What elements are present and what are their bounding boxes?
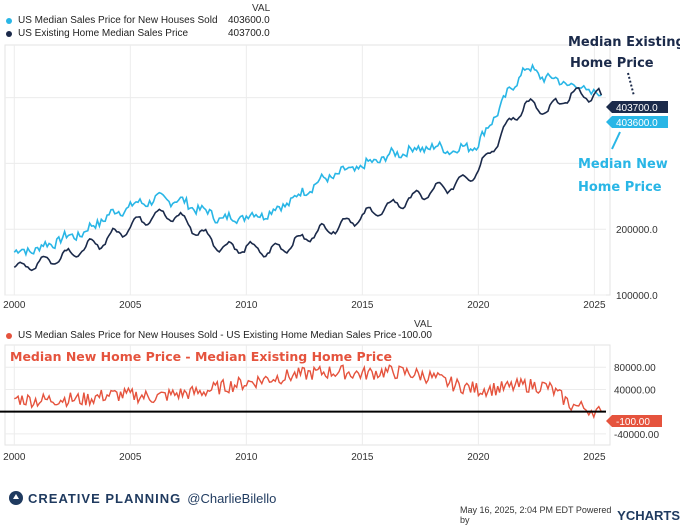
top-x-tick-label: 2005 <box>119 300 142 311</box>
top-panel-frame <box>4 44 611 296</box>
bottom-panel-frame <box>4 344 611 446</box>
footer-brand-block: CREATIVE PLANNING @CharlieBilello <box>8 490 276 506</box>
ycharts-logo: YCHARTS <box>617 507 680 523</box>
bottom-legend: US Median Sales Price for New Houses Sol… <box>6 329 397 342</box>
series-line-existing <box>13 87 603 272</box>
top-x-tick-label: 2020 <box>467 300 490 311</box>
bottom-y-tick-label: 80000.00 <box>614 363 656 374</box>
annotation-existing-line1: Median Existing <box>568 35 680 50</box>
top-x-tick-label: 2010 <box>235 300 258 311</box>
tag-spread-text: -100.00 <box>616 417 650 428</box>
annotation-existing-line2: Home Price <box>570 56 654 71</box>
legend-value-new: 403600.0 <box>228 15 270 26</box>
tag-spread: -100.00 <box>606 415 662 428</box>
creative-planning-logo-icon <box>9 491 23 505</box>
bottom-legend-val-header: VAL <box>414 319 433 330</box>
legend-item-spread: US Median Sales Price for New Houses Sol… <box>6 329 397 342</box>
annotation-new-arrow <box>611 131 621 150</box>
footer-handle[interactable]: @CharlieBilello <box>187 490 277 506</box>
bottom-y-tick-label: 40000.00 <box>614 385 656 396</box>
top-y-tick-label: 100000.0 <box>616 291 658 302</box>
bottom-x-tick-label: 2010 <box>235 452 258 463</box>
legend-dot-existing <box>6 30 12 37</box>
tag-new-text: 403600.0 <box>616 118 658 129</box>
top-legend-val-header: VAL <box>252 3 271 14</box>
top-y-tick-label: 200000.0 <box>616 225 658 236</box>
bottom-x-tick-label: 2020 <box>467 452 490 463</box>
legend-item-new: US Median Sales Price for New Houses Sol… <box>6 14 218 27</box>
legend-label-existing: US Existing Home Median Sales Price <box>18 28 189 39</box>
tag-new: 403600.0 <box>606 116 668 129</box>
bottom-x-tick-label: 2000 <box>3 452 26 463</box>
bottom-x-tick-label: 2005 <box>119 452 142 463</box>
footer-timestamp: May 16, 2025, 2:04 PM EDT Powered by <box>460 505 612 525</box>
annotation-new-line1: Median New <box>578 157 668 172</box>
top-x-tick-label: 2015 <box>351 300 374 311</box>
top-x-tick-label: 2025 <box>583 300 606 311</box>
top-x-tick-label: 2000 <box>3 300 26 311</box>
tag-existing: 403700.0 <box>606 101 668 114</box>
legend-dot-spread <box>6 332 12 339</box>
bottom-x-tick-label: 2015 <box>351 452 374 463</box>
series-line-new <box>13 62 602 257</box>
legend-value-spread: -100.00 <box>398 330 432 341</box>
top-legend: US Median Sales Price for New Houses Sol… <box>6 14 218 40</box>
spread-title: Median New Home Price - Median Existing … <box>10 349 392 364</box>
bottom-y-tick-label: -40000.00 <box>614 430 659 441</box>
annotation-new-line2: Home Price <box>578 180 662 195</box>
annotation-existing-arrow <box>627 72 635 97</box>
legend-dot-new <box>6 17 12 24</box>
tag-existing-text: 403700.0 <box>616 103 658 114</box>
legend-value-existing: 403700.0 <box>228 28 270 39</box>
footer-timestamp-block: May 16, 2025, 2:04 PM EDT Powered by YCH… <box>460 505 680 525</box>
legend-item-existing: US Existing Home Median Sales Price <box>6 27 218 40</box>
series-line-spread <box>14 364 603 420</box>
legend-label-new: US Median Sales Price for New Houses Sol… <box>18 15 218 26</box>
legend-label-spread: US Median Sales Price for New Houses Sol… <box>18 330 397 341</box>
bottom-x-tick-label: 2025 <box>583 452 606 463</box>
footer-brand: CREATIVE PLANNING <box>28 490 182 506</box>
